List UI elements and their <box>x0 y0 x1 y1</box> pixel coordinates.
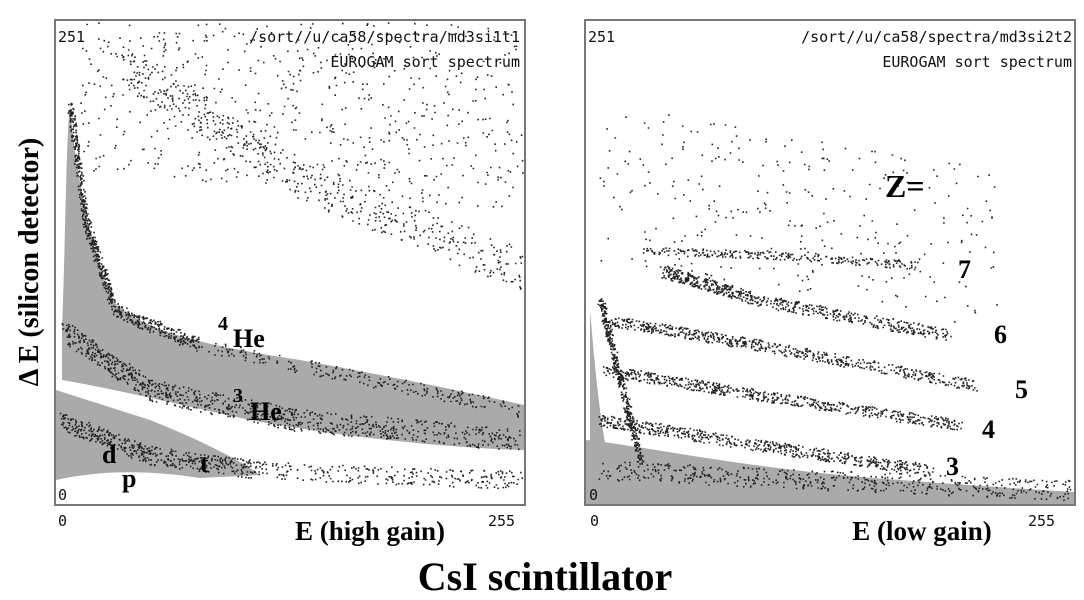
x-start-label: 0 <box>58 512 67 530</box>
charge-label: Z= <box>885 168 925 204</box>
particle-label: t <box>200 449 209 478</box>
y-axis-label: Δ E (silicon detector) <box>14 138 45 387</box>
panel-frame <box>584 19 1076 506</box>
x-end-label: 255 <box>488 512 515 530</box>
panel-corner-value: 251 <box>588 28 615 46</box>
figure-footer: CsI scintillator <box>418 554 672 599</box>
particle-label: d <box>102 440 117 469</box>
charge-label: 3 <box>946 452 959 481</box>
panel-origin: 0 <box>589 486 598 504</box>
panel-origin: 0 <box>58 486 67 504</box>
charge-label: 5 <box>1015 375 1028 404</box>
panel-corner-value: 251 <box>58 28 85 46</box>
density-band <box>586 440 1074 504</box>
density-band <box>62 105 524 450</box>
x-end-label: 255 <box>1028 512 1055 530</box>
density-regions <box>56 105 1074 504</box>
density-band <box>590 310 610 470</box>
x-start-label: 0 <box>590 512 599 530</box>
charge-label: 7 <box>958 255 971 284</box>
charge-label: 4 <box>982 415 995 444</box>
particle-label: p <box>122 464 136 493</box>
density-band <box>56 390 260 480</box>
x-axis-label: E (low gain) <box>852 516 992 546</box>
event-dots <box>59 22 1072 502</box>
particle-label: He <box>250 397 282 426</box>
x-axis-label: E (high gain) <box>295 516 445 546</box>
mass-number: 3 <box>233 385 243 407</box>
panel-subtitle: EUROGAM sort spectrum <box>330 53 520 71</box>
particle-label: He <box>233 324 265 353</box>
panel-subtitle: EUROGAM sort spectrum <box>882 53 1072 71</box>
panel-path: /sort//u/ca58/spectra/md3si1t1 <box>249 28 520 46</box>
panel-path: /sort//u/ca58/spectra/md3si2t2 <box>801 28 1072 46</box>
mass-number: 4 <box>218 313 228 335</box>
event-dot-cloud <box>59 22 1072 502</box>
charge-label: 6 <box>994 320 1007 349</box>
